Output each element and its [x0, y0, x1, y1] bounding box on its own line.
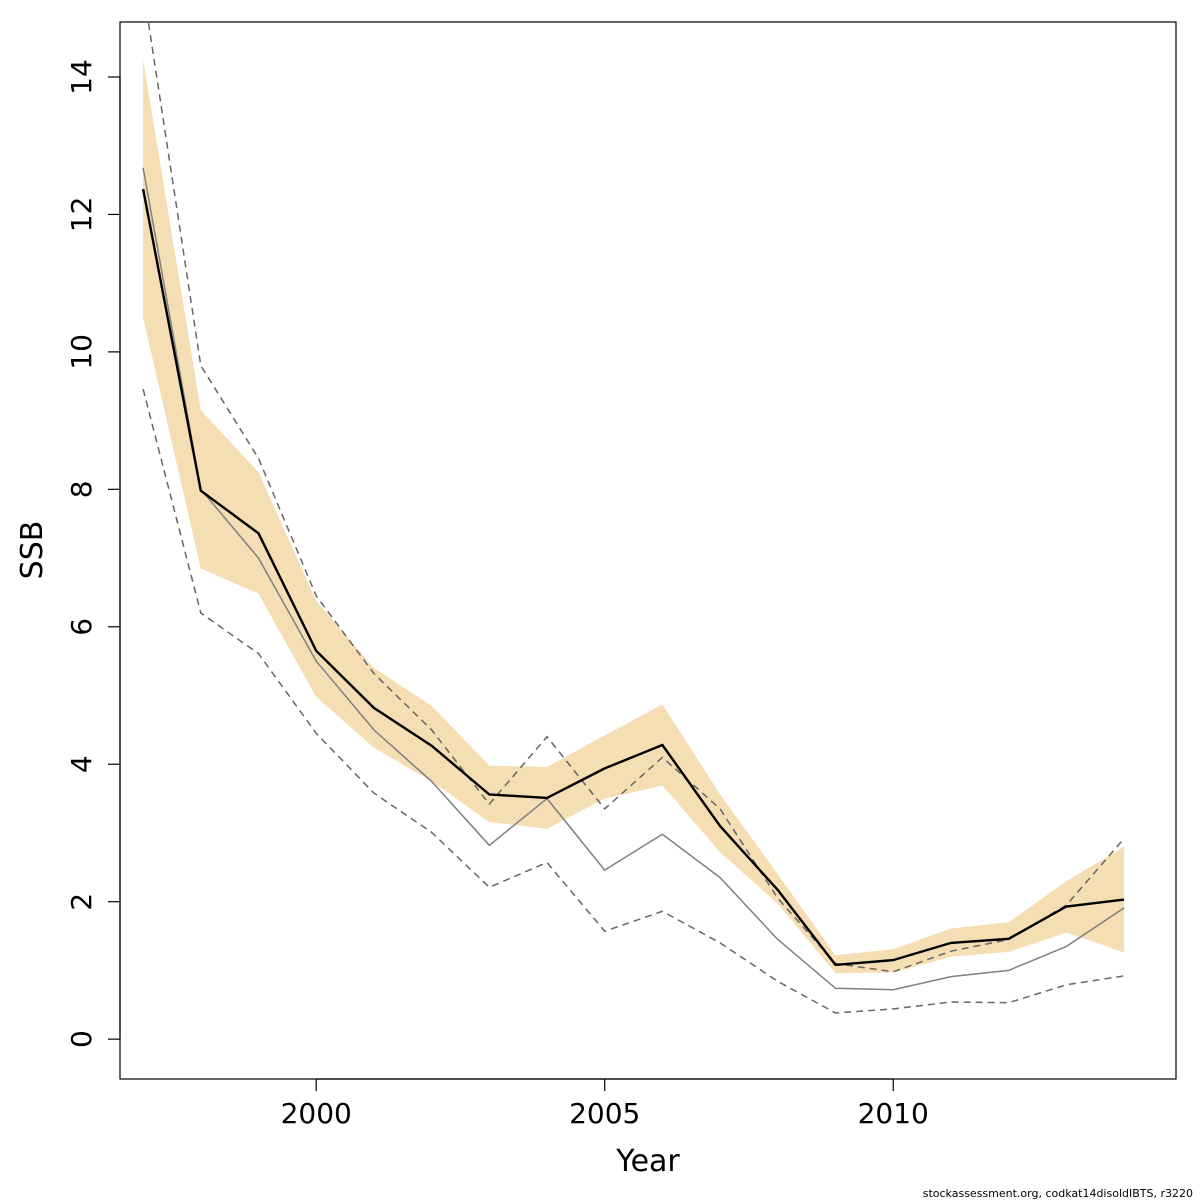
y-tick-label: 12: [65, 197, 98, 233]
confidence-band: [143, 59, 1125, 974]
grey-solid-line: [142, 167, 1125, 991]
y-tick-label: 4: [65, 755, 98, 773]
x-tick-label: 2005: [569, 1097, 640, 1130]
grey-dashed-lower-line: [142, 388, 1125, 1014]
y-tick-label: 0: [65, 1030, 98, 1048]
x-tick-label: 2000: [281, 1097, 352, 1130]
confidence-band-layer: [143, 59, 1125, 974]
y-axis: 0 2 4 6 8 10 12 14: [65, 59, 121, 1048]
x-axis: 2000 2005 2010: [281, 1078, 929, 1130]
series-lines-layer: [141, 22, 1125, 1014]
y-axis-title: SSB: [15, 521, 50, 580]
y-tick-label: 6: [65, 618, 98, 636]
y-tick-label: 10: [65, 334, 98, 370]
y-tick-label: 8: [65, 480, 98, 498]
footer-credit: stockassessment.org, codkat14disoldIBTS,…: [923, 1187, 1193, 1200]
y-tick-label: 14: [65, 59, 98, 95]
x-tick-label: 2010: [858, 1097, 929, 1130]
grey-dashed-upper-line: [147, 22, 1125, 973]
y-tick-label: 2: [65, 893, 98, 911]
estimate-line: [141, 188, 1125, 967]
x-axis-title: Year: [615, 1144, 680, 1179]
